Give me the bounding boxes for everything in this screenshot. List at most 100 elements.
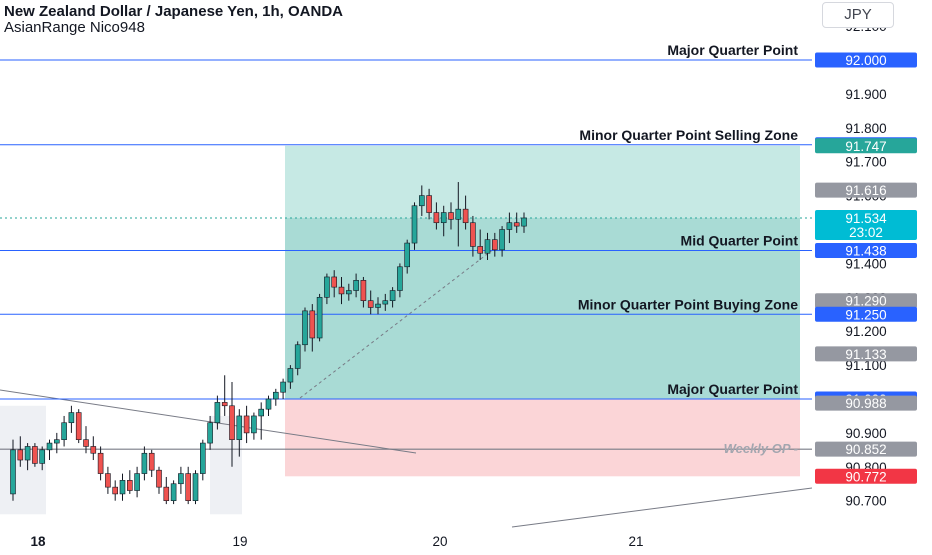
trend-line-dashed [299, 247, 496, 399]
candle-body [324, 276, 330, 298]
price-label-value: 91.133 [845, 347, 886, 362]
candle-body [287, 368, 294, 383]
candle-body [170, 483, 177, 502]
price-label-value: 90.988 [845, 396, 886, 411]
time-tick-label: 20 [432, 534, 447, 549]
price-label-value: 91.747 [845, 139, 886, 154]
candle-body [243, 415, 250, 434]
price-axis-bg [812, 0, 932, 550]
candle-body [462, 208, 469, 224]
candle-body [433, 212, 440, 224]
level-label: Minor Quarter Point Selling Zone [579, 127, 798, 143]
price-tick-label: 91.800 [845, 121, 886, 136]
stop-zone [285, 399, 800, 477]
candle-body [418, 195, 425, 207]
chart-title: New Zealand Dollar / Japanese Yen, 1h, O… [4, 3, 344, 20]
time-axis: 18 19 20 21 [30, 534, 643, 549]
price-axis: 92.10091.90091.80091.70091.60091.40091.3… [812, 0, 932, 550]
candle-body [17, 449, 24, 461]
candle-body [440, 212, 447, 224]
price-label-box [815, 138, 917, 154]
price-label-value: 91.250 [845, 307, 886, 322]
candle-body [221, 402, 228, 407]
level-label: Major Quarter Point [667, 42, 798, 58]
candle-body [10, 449, 16, 495]
candle-body [360, 280, 367, 301]
price-label-box [815, 293, 917, 309]
candle-body [148, 452, 155, 471]
candle-body [294, 344, 301, 369]
candle-body [200, 442, 206, 474]
candle-body [484, 239, 491, 254]
price-label-value: 90.772 [845, 469, 886, 484]
candle-body [214, 402, 221, 424]
candle-body [53, 439, 60, 444]
price-label-box [815, 182, 917, 198]
price-tick-label: 90.700 [845, 494, 886, 509]
candle-body [316, 296, 323, 339]
price-tick-label: 91.700 [845, 155, 886, 170]
candle-body [521, 217, 527, 227]
candle-body [251, 415, 257, 434]
candle-body [119, 480, 126, 495]
price-label-box [815, 306, 917, 322]
candle-body [353, 280, 359, 291]
price-label-box [815, 243, 917, 259]
candle-body [265, 398, 272, 410]
candle-body [46, 442, 53, 451]
candle-body [141, 452, 148, 474]
candle-body [470, 222, 476, 247]
candle-body [258, 408, 265, 417]
price-label-value: 90.852 [845, 442, 886, 457]
price-tick-label: 91.100 [845, 358, 886, 373]
candle-body [97, 452, 104, 474]
price-label-value: 91.534 [845, 211, 887, 226]
candle-body [302, 310, 308, 346]
price-tick-label: 91.400 [845, 256, 886, 271]
target-zone [285, 145, 800, 218]
candle-body [90, 446, 97, 454]
position-zones [0, 145, 800, 515]
candle-body [448, 212, 454, 220]
candle-body [83, 439, 89, 447]
candle-body [477, 246, 484, 254]
candle-body [192, 473, 199, 501]
price-label-value: 91.290 [845, 294, 886, 309]
weekly-open-label: Weekly OP - [724, 441, 798, 456]
candle-body [367, 300, 374, 308]
candle-body [156, 469, 162, 488]
candle-body [163, 486, 170, 502]
candle-body [112, 486, 118, 495]
candle-body [506, 222, 513, 230]
level-label: Minor Quarter Point Buying Zone [578, 296, 798, 312]
candle-body [39, 449, 46, 464]
price-tick-label: 90.900 [845, 426, 886, 441]
candle-body [61, 422, 67, 440]
price-label-box [815, 395, 917, 411]
candle-body [24, 446, 31, 461]
candle-body [32, 446, 38, 464]
trend-line [0, 389, 417, 454]
currency-button[interactable]: JPY [822, 2, 894, 28]
price-label-box [815, 441, 917, 457]
time-tick-label: 19 [232, 534, 247, 549]
time-tick-label: 21 [628, 534, 643, 549]
price-label-box [815, 209, 917, 240]
candle-body [426, 195, 432, 213]
candle-body [105, 473, 111, 488]
price-tick-label: 91.900 [845, 87, 886, 102]
quarter-point-levels: Major Quarter Point Minor Quarter Point S… [0, 42, 813, 528]
candle-body [491, 239, 498, 251]
level-label: Mid Quarter Point [681, 233, 799, 249]
price-label-value: 91.438 [845, 244, 886, 259]
candle-body [127, 480, 133, 491]
candle-body [389, 290, 396, 301]
candle-body [134, 473, 140, 491]
candle-body [338, 286, 345, 295]
candle-body [236, 415, 243, 440]
candle-body [455, 208, 462, 220]
price-label-value: 92.000 [845, 53, 886, 68]
candle-body [345, 290, 352, 295]
candle-body [272, 391, 279, 400]
